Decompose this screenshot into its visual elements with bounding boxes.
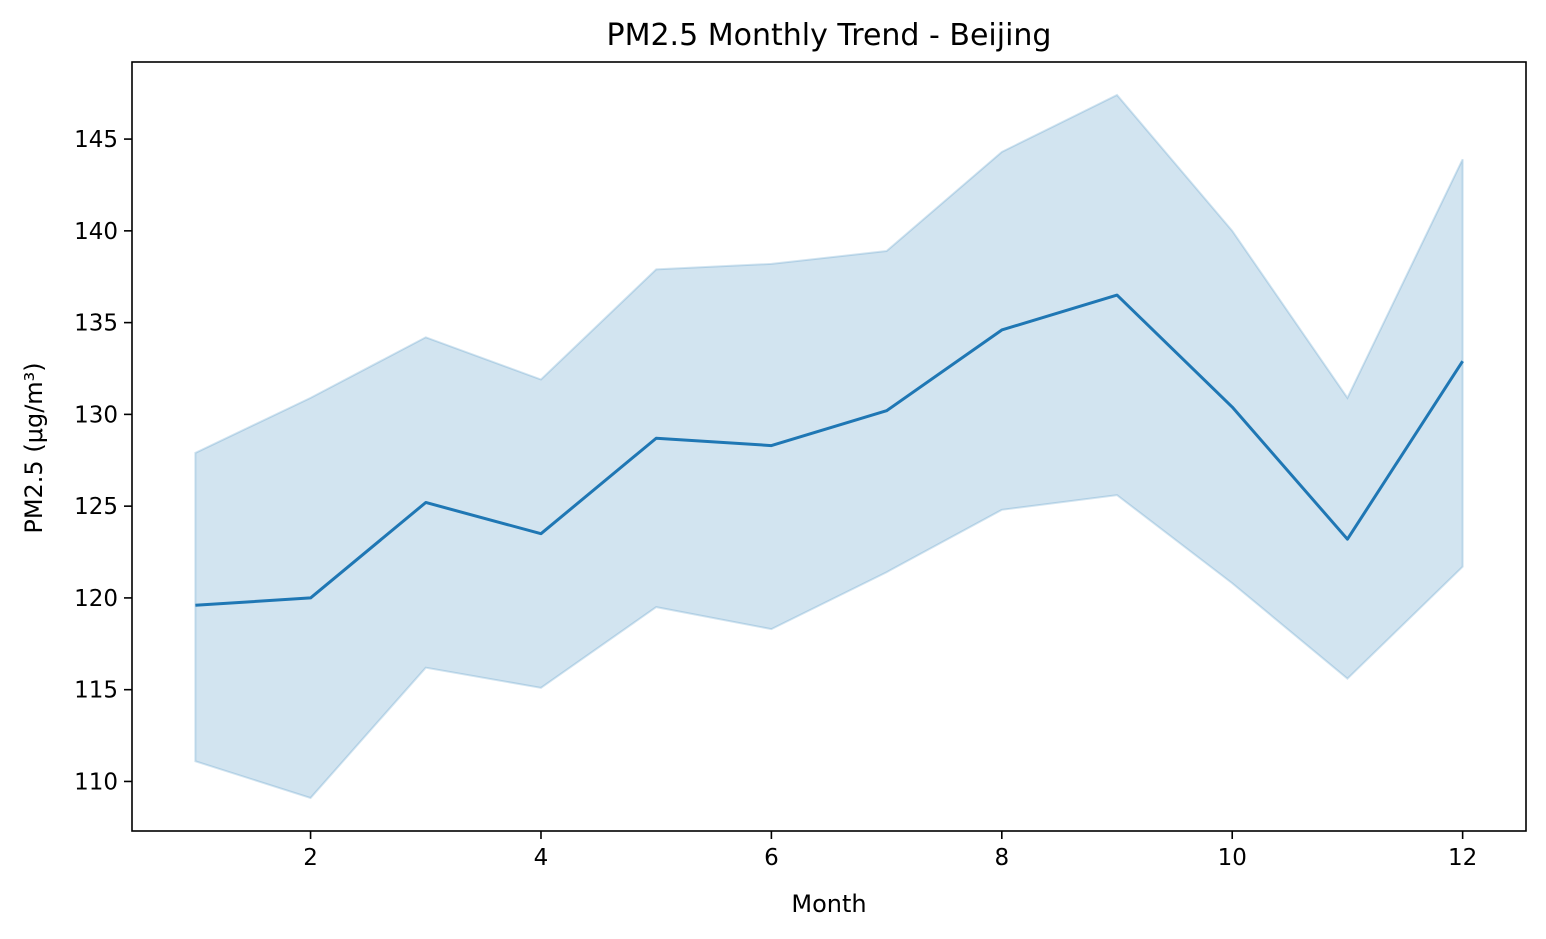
x-tick-label: 8 — [994, 845, 1009, 871]
x-tick-label: 4 — [534, 845, 549, 871]
y-axis-label: PM2.5 (μg/m³) — [20, 362, 48, 533]
y-tick-label: 125 — [74, 494, 118, 520]
confidence-band — [194, 93, 1464, 800]
y-tick-label: 115 — [74, 678, 118, 704]
y-tick-label: 145 — [74, 127, 118, 153]
x-tick-label: 12 — [1448, 845, 1477, 871]
y-tick-label: 130 — [74, 402, 118, 428]
y-tick-label: 140 — [74, 219, 118, 245]
chart-title: PM2.5 Monthly Trend - Beijing — [607, 18, 1052, 53]
y-tick-label: 135 — [74, 311, 118, 337]
plot-area — [194, 93, 1464, 800]
x-tick-label: 6 — [764, 845, 779, 871]
x-tick-label: 10 — [1218, 845, 1247, 871]
y-axis: 110 115 120 125 130 135 140 145 — [74, 127, 132, 795]
x-tick-label: 2 — [303, 845, 318, 871]
x-axis-label: Month — [791, 890, 866, 918]
y-tick-label: 110 — [74, 769, 118, 795]
x-axis: 2 4 6 8 10 12 — [303, 831, 1477, 871]
plot-frame — [131, 61, 1527, 832]
y-tick-label: 120 — [74, 586, 118, 612]
series-line — [195, 293, 1464, 607]
